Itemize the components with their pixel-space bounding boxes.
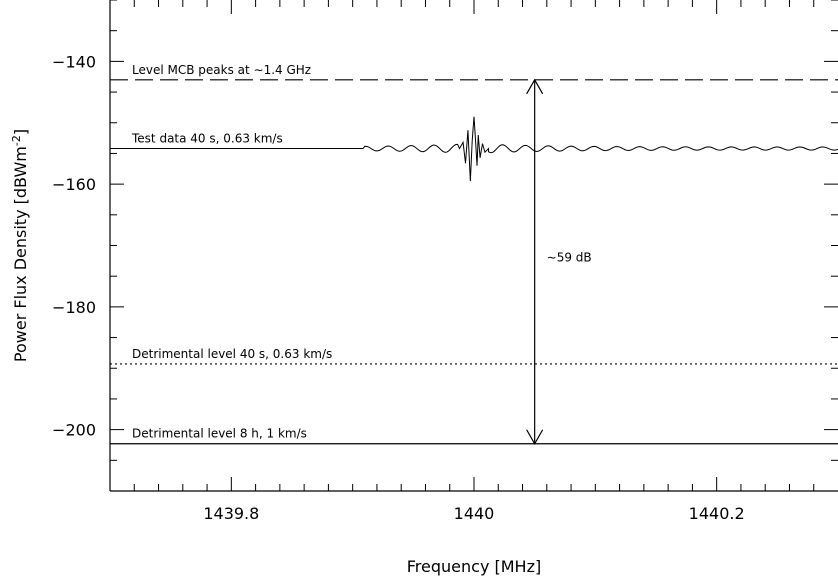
- x-axis-label: Frequency [MHz]: [407, 557, 541, 576]
- test-data-label: Test data 40 s, 0.63 km/s: [131, 132, 283, 146]
- y-tick-label: −160: [52, 175, 96, 194]
- y-tick-label: −200: [52, 421, 96, 440]
- test-data-line: [110, 116, 838, 182]
- y-tick-label: −140: [52, 52, 96, 71]
- reference-line-label: Detrimental level 8 h, 1 km/s: [132, 427, 307, 441]
- arrow-label: ∼59 dB: [547, 250, 592, 264]
- reference-line-label: Detrimental level 40 s, 0.63 km/s: [132, 347, 332, 361]
- y-tick-label: −180: [52, 298, 96, 317]
- y-axis-label-sup: -2: [10, 135, 23, 146]
- arrow-head-top: [526, 78, 544, 95]
- y-axis-label: Power Flux Density [dBWm-2]: [10, 129, 30, 362]
- x-tick-label: 1440.2: [689, 504, 745, 523]
- x-tick-label: 1439.8: [203, 504, 259, 523]
- series-layer: Test data 40 s, 0.63 km/s ∼59 dB: [110, 78, 838, 445]
- reference-line-label: Level MCB peaks at ∼1.4 GHz: [132, 63, 311, 77]
- y-axis-label-main: Power Flux Density [dBWm: [11, 146, 30, 362]
- x-tick-label: 1440: [454, 504, 495, 523]
- axis-ticks: −140 −160 −180 −200 1439.8 1440 1440.2: [52, 0, 838, 523]
- reference-lines: Level MCB peaks at ∼1.4 GHz Detrimental l…: [110, 63, 838, 445]
- y-axis-label-end: ]: [11, 129, 30, 135]
- arrow-head-bottom: [526, 429, 544, 445]
